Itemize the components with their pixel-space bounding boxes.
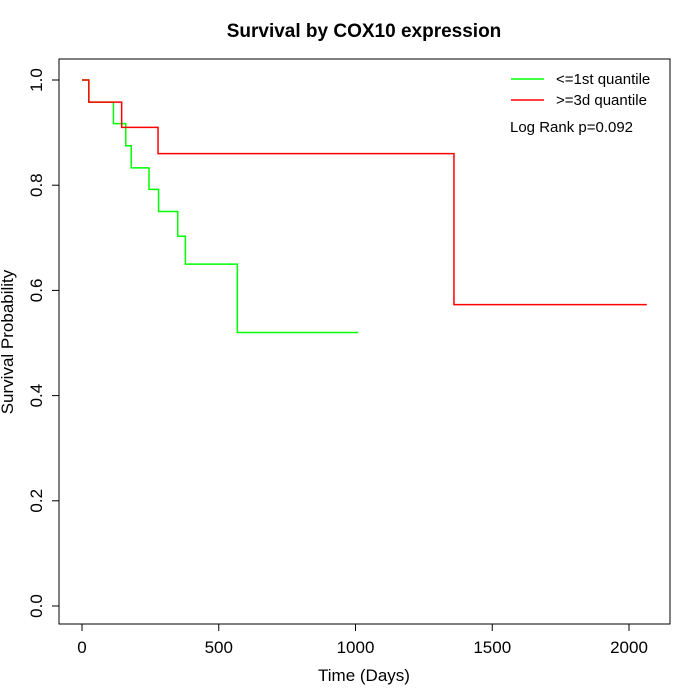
- chart-title: Survival by COX10 expression: [227, 21, 502, 42]
- x-axis-label: Time (Days): [318, 666, 410, 685]
- legend-label: >=3d quantile: [556, 92, 647, 109]
- y-tick-label: 1.0: [27, 68, 46, 92]
- x-tick-label: 0: [77, 638, 86, 657]
- y-tick-label: 0.2: [27, 489, 46, 513]
- x-axis: 0 500 1000 1500 2000: [77, 623, 648, 657]
- y-tick-label: 0.0: [27, 594, 46, 618]
- x-tick-label: 500: [205, 638, 233, 657]
- series-line-2: [82, 79, 647, 306]
- y-tick-label: 0.8: [27, 173, 46, 197]
- x-tick-label: 1000: [337, 638, 375, 657]
- y-tick-label: 0.6: [27, 279, 46, 303]
- y-tick-label: 0.4: [27, 384, 46, 408]
- log-rank-annotation: Log Rank p=0.092: [510, 119, 633, 136]
- legend-label: <=1st quantile: [556, 71, 650, 88]
- series-line-1: [82, 79, 359, 334]
- y-axis: 0.0 0.2 0.4 0.6 0.8 1.0: [27, 68, 60, 618]
- legend: <=1st quantile >=3d quantile: [511, 71, 650, 109]
- y-axis-label: Survival Probability: [0, 269, 17, 414]
- plot-frame: [58, 58, 671, 625]
- series-layer: [82, 79, 647, 334]
- x-tick-label: 2000: [610, 638, 648, 657]
- x-tick-label: 1500: [473, 638, 511, 657]
